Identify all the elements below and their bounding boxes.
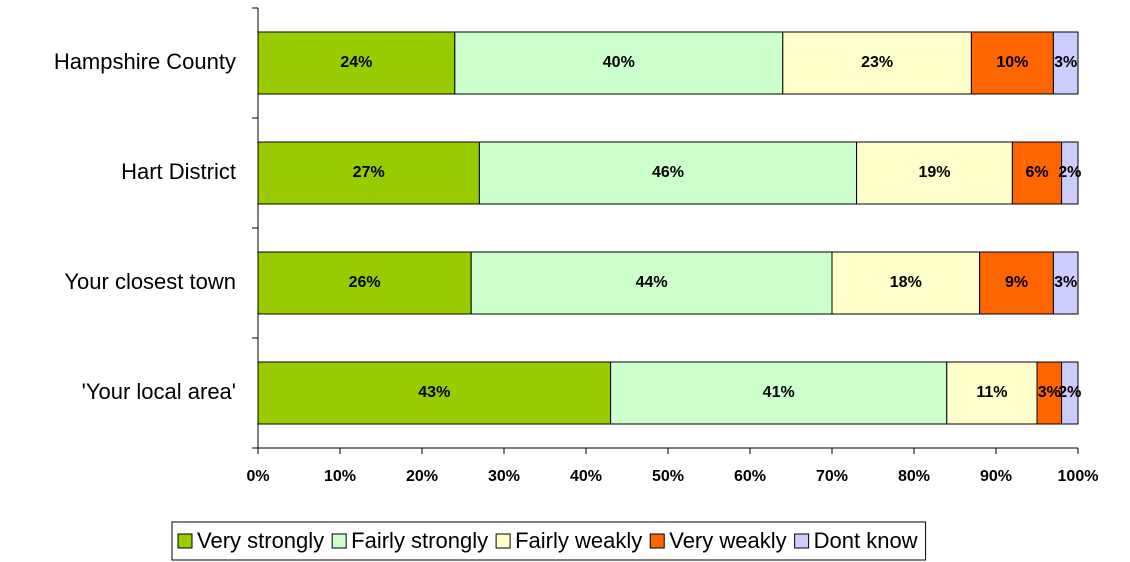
legend-swatch (331, 533, 347, 549)
data-label: 2% (1058, 384, 1081, 401)
x-tick-label: 40% (570, 468, 602, 485)
bar-segment (1061, 361, 1079, 425)
data-label: 24% (340, 54, 372, 71)
data-label: 3% (1054, 274, 1077, 291)
bar-segment (478, 141, 858, 205)
bar-segment (979, 251, 1054, 315)
legend-label: Fairly strongly (351, 528, 488, 553)
bar-segment (856, 141, 1013, 205)
legend-swatch (495, 533, 511, 549)
x-tick-label: 90% (980, 468, 1012, 485)
x-tick-label: 60% (734, 468, 766, 485)
data-label: 3% (1054, 54, 1077, 71)
x-tick-label: 10% (324, 468, 356, 485)
legend-label: Dont know (814, 528, 918, 553)
legend-swatch (649, 533, 665, 549)
legend-swatch (794, 533, 810, 549)
data-label: 46% (652, 164, 684, 181)
data-label: 18% (890, 274, 922, 291)
bar-segment (831, 251, 981, 315)
x-tick-label: 50% (652, 468, 684, 485)
x-tick-label: 100% (1058, 468, 1099, 485)
x-tick-label: 20% (406, 468, 438, 485)
legend-label: Very strongly (197, 528, 324, 553)
x-tick-label: 80% (898, 468, 930, 485)
data-label: 26% (349, 274, 381, 291)
data-label: 19% (918, 164, 950, 181)
x-tick-label: 0% (246, 468, 269, 485)
bar-segment (970, 31, 1054, 95)
x-tick-label: 70% (816, 468, 848, 485)
data-label: 6% (1025, 164, 1048, 181)
data-label: 2% (1058, 164, 1081, 181)
data-label: 3% (1038, 384, 1061, 401)
bar-segment (454, 31, 784, 95)
bar-segment (782, 31, 972, 95)
legend-swatch (177, 533, 193, 549)
data-label: 40% (603, 54, 635, 71)
data-label: 10% (996, 54, 1028, 71)
bar-segment (257, 141, 480, 205)
legend-label: Fairly weakly (515, 528, 642, 553)
bar-segment (610, 361, 948, 425)
category-label: Hart District (121, 159, 236, 184)
data-label: 43% (418, 384, 450, 401)
bar-segment (1052, 251, 1079, 315)
bar-segment (1052, 31, 1079, 95)
data-label: 41% (763, 384, 795, 401)
bar-segment (257, 361, 612, 425)
category-label: Your closest town (64, 269, 236, 294)
legend-label: Very weakly (669, 528, 786, 553)
x-tick-label: 30% (488, 468, 520, 485)
data-label: 27% (353, 164, 385, 181)
data-label: 9% (1005, 274, 1028, 291)
bar-segment (946, 361, 1038, 425)
data-label: 44% (636, 274, 668, 291)
data-label: 11% (976, 384, 1007, 401)
bar-segment (257, 31, 456, 95)
bar-segment (470, 251, 833, 315)
data-label: 23% (861, 54, 893, 71)
category-label: 'Your local area' (82, 379, 236, 404)
bar-segment (1061, 141, 1079, 205)
category-label: Hampshire County (54, 49, 236, 74)
bar-segment (257, 251, 472, 315)
